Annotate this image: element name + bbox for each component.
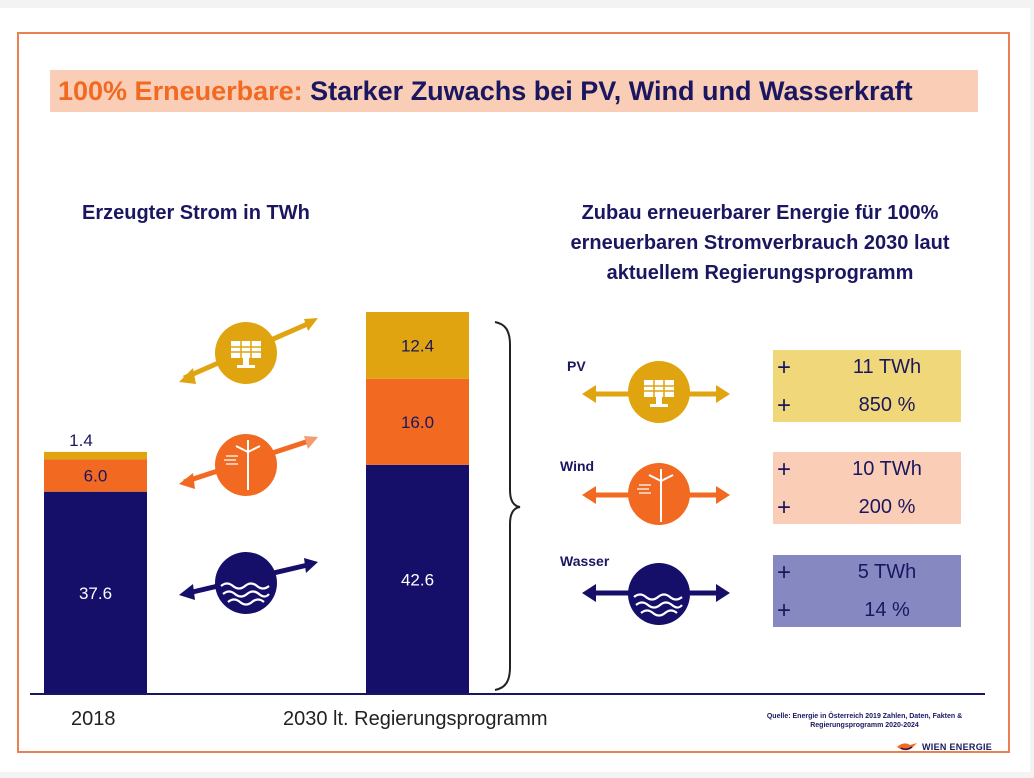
wien-energie-logo: WIEN ENERGIE <box>896 741 992 753</box>
tech-label-water: Wasser <box>560 553 610 569</box>
plus-sign: + <box>777 597 792 624</box>
plus-sign: + <box>777 456 792 483</box>
addition-pct: 14 % <box>864 599 910 621</box>
chart-heading: Erzeugter Strom in TWh <box>82 202 310 224</box>
title-main: Starker Zuwachs bei PV, Wind und Wasserk… <box>302 75 913 106</box>
data-label-1-0: 6.0 <box>84 467 108 486</box>
additions-heading-line-3: aktuellem Regierungsprogramm <box>606 262 914 284</box>
logo-mark-icon <box>897 743 917 751</box>
data-label-1-1: 16.0 <box>401 413 434 432</box>
addition-row-pct: + 200 % <box>773 490 961 526</box>
addition-row-pct: + 850 % <box>773 388 961 424</box>
bar-segment-2-1 <box>366 312 469 379</box>
bar-group: 37.6 6.0 1.4 42.6 16.0 12.4 <box>44 312 469 694</box>
tech-label-wind: Wind <box>560 458 595 474</box>
bar-segment-0-1 <box>366 464 469 694</box>
x-tick-2030: 2030 lt. Regierungsprogramm <box>283 708 548 730</box>
plus-sign: + <box>777 392 792 419</box>
source-note: Quelle: Energie in Österreich 2019 Zahle… <box>752 712 977 730</box>
addition-row-twh: + 10 TWh <box>773 452 961 488</box>
source-line-2: Regierungsprogramm 2020-2024 <box>810 722 919 729</box>
additions-heading: Zubau erneuerbarer Energie für 100% erne… <box>530 198 990 288</box>
slide-title: 100% Erneuerbare: Starker Zuwachs bei PV… <box>50 76 913 107</box>
water-wave-icon <box>179 552 318 614</box>
additions-heading-line-1: Zubau erneuerbarer Energie für 100% <box>581 202 939 224</box>
solar-panel-icon <box>582 361 730 423</box>
title-accent: 100% Erneuerbare: <box>58 75 303 106</box>
addition-twh: 5 TWh <box>857 561 917 583</box>
addition-pct: 850 % <box>858 394 916 416</box>
additions-heading-line-2: erneuerbaren Stromverbrauch 2030 laut <box>570 232 950 254</box>
data-label-0-1: 42.6 <box>401 570 434 589</box>
plus-sign: + <box>777 559 792 586</box>
data-label-2-0: 1.4 <box>69 431 93 450</box>
addition-twh: 11 TWh <box>852 356 922 378</box>
data-label-2-1: 12.4 <box>401 336 434 355</box>
data-label-0-0: 37.6 <box>79 584 112 603</box>
water-wave-icon <box>582 563 730 625</box>
source-line-1: Quelle: Energie in Österreich 2019 Zahle… <box>766 713 963 720</box>
addition-row-twh: + 5 TWh <box>773 555 961 591</box>
wind-turbine-icon <box>179 434 318 496</box>
slide-frame <box>17 32 1010 753</box>
x-tick-2018: 2018 <box>71 708 116 730</box>
wind-turbine-icon <box>582 463 730 525</box>
bar-segment-0-0 <box>44 491 147 694</box>
title-band: 100% Erneuerbare: Starker Zuwachs bei PV… <box>50 70 978 112</box>
addition-box-pv: + 11 TWh + 850 % <box>773 350 961 422</box>
addition-pct: 200 % <box>858 496 916 518</box>
bar-segment-1-1 <box>366 378 469 465</box>
plus-sign: + <box>777 494 792 521</box>
bar-segment-1-0 <box>44 459 147 492</box>
addition-twh: 10 TWh <box>852 458 922 480</box>
addition-box-water: + 5 TWh + 14 % <box>773 555 961 627</box>
addition-box-wind: + 10 TWh + 200 % <box>773 452 961 524</box>
solar-panel-icon <box>179 318 318 384</box>
plus-sign: + <box>777 354 792 381</box>
addition-row-twh: + 11 TWh <box>773 350 961 386</box>
logo-text: WIEN ENERGIE <box>922 742 993 752</box>
curly-brace <box>494 321 521 691</box>
bar-segment-2-0 <box>44 451 147 460</box>
addition-row-pct: + 14 % <box>773 593 961 629</box>
tech-label-pv: PV <box>567 358 586 374</box>
